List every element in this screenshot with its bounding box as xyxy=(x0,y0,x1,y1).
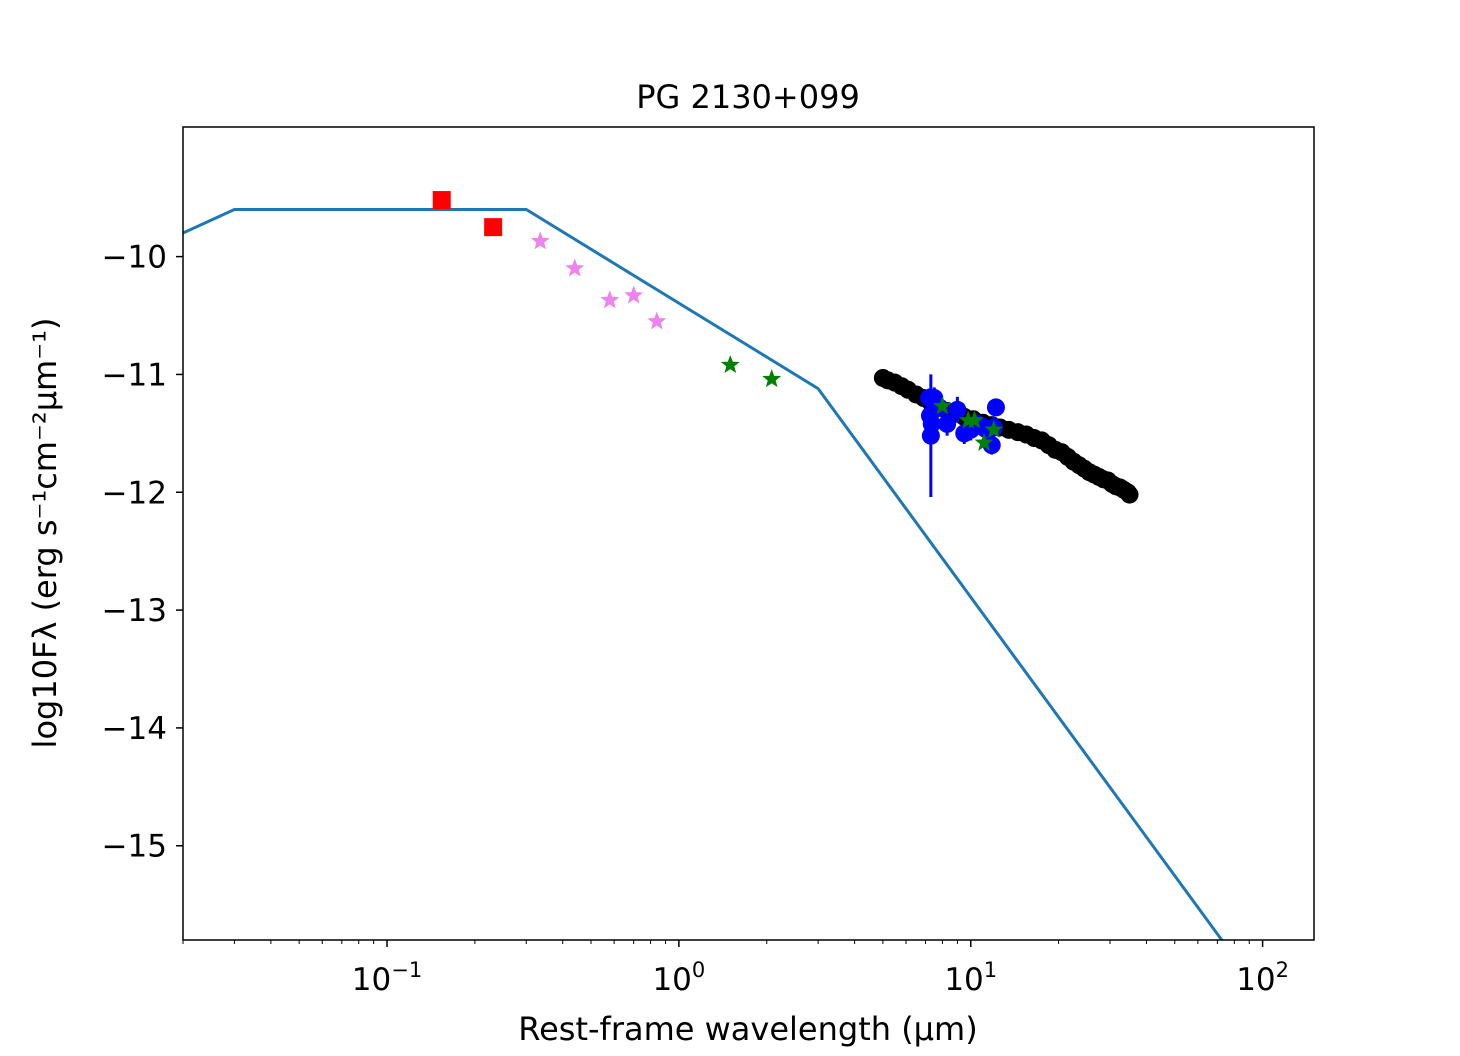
chart-title: PG 2130+099 xyxy=(636,78,860,116)
plot-frame xyxy=(182,126,1315,941)
star-marker xyxy=(647,311,667,330)
x-axis-ticks: 10−1 100 101 102 xyxy=(182,940,1289,998)
y-tick-label: −15 xyxy=(102,829,167,865)
y-tick-label: −13 xyxy=(102,593,167,629)
x-axis-label: Rest-frame wavelength (μm) xyxy=(518,1010,977,1048)
x-tick-label: 102 xyxy=(1236,958,1289,998)
star-marker xyxy=(965,410,984,429)
star-marker xyxy=(530,231,550,250)
uv-photometry-point xyxy=(432,191,451,210)
mir-photometry-point xyxy=(922,414,941,433)
y-tick-label: −10 xyxy=(102,240,167,276)
y-tick-label: −11 xyxy=(102,357,167,393)
star-marker xyxy=(762,369,782,388)
y-axis-ticks: −10 −11 −12 −13 −14 −15 xyxy=(102,240,183,865)
y-axis-label: log10Fλ (erg s⁻¹cm⁻²μm⁻¹) xyxy=(26,318,64,749)
uv-photometry-point xyxy=(484,218,503,237)
mir-photometry-point xyxy=(938,414,957,433)
star-marker xyxy=(565,258,585,277)
x-tick-label: 101 xyxy=(944,958,997,998)
star-marker xyxy=(624,285,644,304)
mir-photometry-point xyxy=(986,398,1005,417)
plot-area xyxy=(183,191,1224,940)
x-tick-label: 100 xyxy=(652,958,705,998)
model-sed-line xyxy=(183,208,1224,940)
star-marker xyxy=(600,290,620,309)
irs-spectrum-point xyxy=(1120,485,1139,504)
star-marker xyxy=(720,355,740,374)
x-tick-label: 10−1 xyxy=(352,958,422,998)
mir-photometry-point xyxy=(948,400,967,419)
star-marker xyxy=(933,396,952,415)
star-marker xyxy=(984,419,1004,438)
star-marker xyxy=(974,432,994,451)
y-tick-label: −14 xyxy=(102,711,167,747)
y-tick-label: −12 xyxy=(102,475,167,511)
